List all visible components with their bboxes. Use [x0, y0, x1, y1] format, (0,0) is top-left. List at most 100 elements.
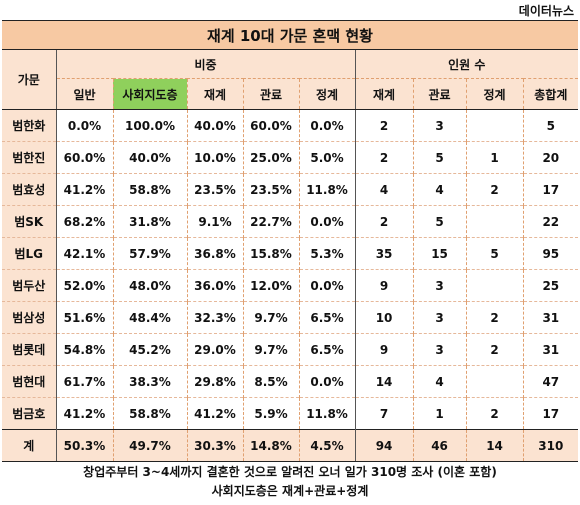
count-cell — [466, 109, 524, 142]
count-cell: 17 — [523, 173, 579, 206]
ratio-cell: 30.3% — [187, 429, 244, 462]
row-family-name: 범롯데 — [2, 333, 57, 366]
count-cell — [466, 269, 524, 302]
ratio-cell: 4.5% — [299, 429, 356, 462]
count-cell: 35 — [355, 237, 414, 270]
footnote-definition: 사회지도층은 재계+관료+정계 — [211, 484, 369, 498]
header-count-0: 재계 — [355, 78, 414, 110]
count-cell: 2 — [466, 301, 524, 334]
table-row: 계 50.3% 49.7% 30.3% 14.8% 4.5% 94 46 14 310 — [2, 429, 579, 462]
ratio-cell: 10.0% — [187, 141, 244, 174]
table-row: 범한진 60.0% 40.0% 10.0% 25.0% 5.0% 2 5 1 20 — [2, 141, 579, 174]
count-cell: 25 — [523, 269, 579, 302]
footnote-survey: 창업주부터 3~4세까지 결혼한 것으로 알려진 오너 일가 310명 조사 (… — [83, 465, 497, 479]
count-cell: 5 — [466, 237, 524, 270]
table-row: 범두산 52.0% 48.0% 36.0% 12.0% 0.0% 9 3 25 — [2, 269, 579, 302]
ratio-cell: 68.2% — [56, 205, 114, 238]
count-cell: 9 — [355, 269, 414, 302]
count-cell: 47 — [523, 365, 579, 398]
ratio-cell: 5.3% — [299, 237, 356, 270]
source-label: 데이터뉴스 — [518, 4, 574, 18]
header-group-ratio: 비중 — [56, 50, 356, 79]
table-row: 범금호 41.2% 58.8% 41.2% 5.9% 11.8% 7 1 2 17 — [2, 397, 579, 430]
ratio-cell: 58.8% — [113, 397, 188, 430]
ratio-cell: 60.0% — [243, 109, 300, 142]
ratio-cell: 0.0% — [299, 269, 356, 302]
row-family-name: 범SK — [2, 205, 57, 238]
header-count-1: 관료 — [413, 78, 467, 110]
ratio-cell: 38.3% — [113, 365, 188, 398]
table-row: 범효성 41.2% 58.8% 23.5% 23.5% 11.8% 4 4 2 17 — [2, 173, 579, 206]
row-family-name: 범삼성 — [2, 301, 57, 334]
ratio-cell: 25.0% — [243, 141, 300, 174]
ratio-cell: 41.2% — [56, 173, 114, 206]
count-cell: 31 — [523, 333, 579, 366]
header-group-count: 인원 수 — [355, 50, 579, 79]
row-family-name: 범한진 — [2, 141, 57, 174]
count-cell: 15 — [413, 237, 467, 270]
ratio-cell: 23.5% — [187, 173, 244, 206]
table-row: 범LG 42.1% 57.9% 36.8% 15.8% 5.3% 35 15 5 95 — [2, 237, 579, 270]
count-cell: 4 — [413, 173, 467, 206]
header-ratio-1: 사회지도층 — [113, 78, 188, 110]
count-cell: 31 — [523, 301, 579, 334]
table-row: 범한화 0.0% 100.0% 40.0% 60.0% 0.0% 2 3 5 — [2, 109, 579, 142]
ratio-cell: 36.0% — [187, 269, 244, 302]
count-cell: 5 — [523, 109, 579, 142]
table-row: 범롯데 54.8% 45.2% 29.0% 9.7% 6.5% 9 3 2 31 — [2, 333, 579, 366]
ratio-cell: 0.0% — [299, 365, 356, 398]
count-cell: 94 — [355, 429, 414, 462]
ratio-cell: 57.9% — [113, 237, 188, 270]
ratio-cell: 32.3% — [187, 301, 244, 334]
count-cell: 9 — [355, 333, 414, 366]
count-cell: 95 — [523, 237, 579, 270]
ratio-cell: 11.8% — [299, 173, 356, 206]
count-cell: 7 — [355, 397, 414, 430]
count-cell: 2 — [355, 205, 414, 238]
count-cell — [466, 205, 524, 238]
ratio-cell: 60.0% — [56, 141, 114, 174]
ratio-cell: 9.7% — [243, 301, 300, 334]
ratio-cell: 50.3% — [56, 429, 114, 462]
ratio-cell: 61.7% — [56, 365, 114, 398]
count-cell: 17 — [523, 397, 579, 430]
row-family-name: 범한화 — [2, 109, 57, 142]
table-title: 재계 10대 가문 혼맥 현황 — [2, 20, 578, 50]
count-cell: 14 — [466, 429, 524, 462]
row-family-name: 범두산 — [2, 269, 57, 302]
ratio-cell: 0.0% — [299, 109, 356, 142]
count-cell: 1 — [466, 141, 524, 174]
row-family-name: 범현대 — [2, 365, 57, 398]
table-row: 범SK 68.2% 31.8% 9.1% 22.7% 0.0% 2 5 22 — [2, 205, 579, 238]
ratio-cell: 42.1% — [56, 237, 114, 270]
ratio-cell: 36.8% — [187, 237, 244, 270]
row-family-name: 계 — [2, 429, 57, 462]
header-ratio-3: 관료 — [243, 78, 300, 110]
ratio-cell: 100.0% — [113, 109, 188, 142]
ratio-cell: 0.0% — [56, 109, 114, 142]
header-ratio-0: 일반 — [56, 78, 114, 110]
count-cell: 4 — [355, 173, 414, 206]
ratio-cell: 29.8% — [187, 365, 244, 398]
ratio-cell: 41.2% — [187, 397, 244, 430]
header-count-2: 정계 — [466, 78, 524, 110]
ratio-cell: 11.8% — [299, 397, 356, 430]
ratio-cell: 29.0% — [187, 333, 244, 366]
count-cell: 22 — [523, 205, 579, 238]
count-cell: 46 — [413, 429, 467, 462]
ratio-cell: 22.7% — [243, 205, 300, 238]
table-row: 범삼성 51.6% 48.4% 32.3% 9.7% 6.5% 10 3 2 31 — [2, 301, 579, 334]
count-cell: 2 — [466, 397, 524, 430]
ratio-cell: 45.2% — [113, 333, 188, 366]
row-family-name: 범금호 — [2, 397, 57, 430]
count-cell: 2 — [466, 173, 524, 206]
ratio-cell: 6.5% — [299, 333, 356, 366]
header-row-label: 가문 — [2, 50, 57, 110]
ratio-cell: 58.8% — [113, 173, 188, 206]
ratio-cell: 8.5% — [243, 365, 300, 398]
ratio-cell: 31.8% — [113, 205, 188, 238]
count-cell: 3 — [413, 269, 467, 302]
count-cell: 310 — [523, 429, 579, 462]
count-cell: 2 — [355, 109, 414, 142]
ratio-cell: 49.7% — [113, 429, 188, 462]
